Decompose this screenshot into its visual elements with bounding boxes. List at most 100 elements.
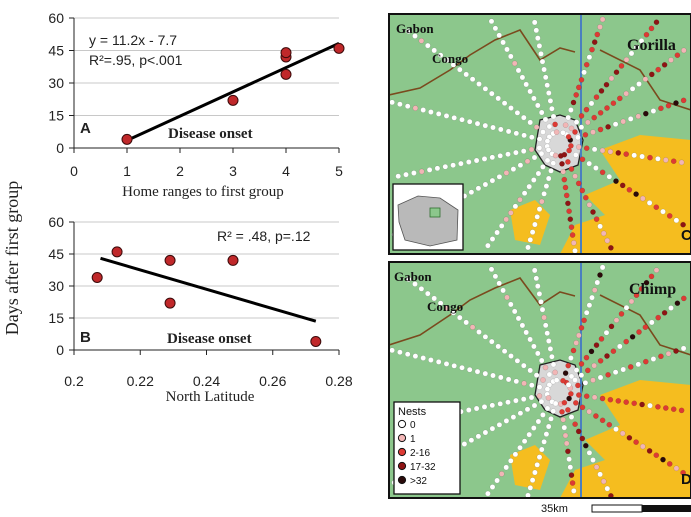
map-d-nest-dot (599, 395, 606, 402)
map-c-nest-dot (653, 19, 660, 26)
map-d-label-congo: Congo (427, 299, 463, 314)
map-d-nest-dot (527, 336, 533, 343)
map-c-nest-dot (548, 167, 554, 174)
map-c-nest-dot (586, 54, 593, 61)
map-c-nest-dot (497, 126, 504, 133)
map-c-nest-dot (583, 194, 589, 201)
map-c-nest-dot (578, 77, 585, 83)
map-d-nest-dot (615, 398, 622, 404)
map-c-nest-dot (488, 18, 495, 25)
map-c-nest-dot (525, 244, 531, 251)
map-c-nest-dot (673, 100, 679, 106)
map-panel-chimp: Gabon Congo Chimp D Nests 0 1 2-16 17-32 >32 (388, 261, 691, 499)
chart-a-xlabel: Home ranges to first group (122, 184, 284, 200)
map-c-nest-dot (565, 200, 571, 207)
map-d-nest-dot (619, 430, 626, 437)
map-d-nest-dot (420, 355, 427, 361)
map-c-nest-dot (511, 60, 518, 67)
map-c-nest-dot (631, 152, 638, 159)
map-c-nest-dot (633, 191, 639, 197)
map-d-nest-dot (608, 493, 614, 498)
map-c-nest-dot (536, 136, 543, 142)
map-c-nest-dot (666, 213, 673, 219)
map-d-nest-dot (680, 469, 686, 476)
map-c-nest-dot (411, 170, 417, 176)
map-c-nest-dot (590, 129, 596, 135)
chart-a-point (121, 133, 133, 145)
map-d-nest-dot (572, 377, 578, 383)
map-d-nest-dot (489, 425, 496, 432)
map-c-nest-dot (563, 192, 570, 199)
chart-a-xtick-label: 1 (123, 163, 131, 179)
map-d-nest-dot (528, 394, 535, 401)
map-c-nest-dot (597, 110, 604, 116)
map-c-nest-dot (515, 67, 522, 74)
map-d-nest-dot (524, 406, 531, 413)
map-c-nest-dot (606, 173, 613, 180)
map-d-nest-dot (476, 329, 482, 335)
map-c-nest-dot (626, 186, 633, 193)
map-d-nest-dot (658, 353, 664, 360)
map-c-nest-dot (615, 150, 622, 156)
chart-b-point (164, 254, 176, 266)
map-c-nest-dot (559, 160, 565, 167)
map-d-features (389, 262, 691, 498)
map-c-nest-dot (571, 240, 577, 246)
map-c-nest-dot (649, 71, 655, 78)
map-c-nest-dot (412, 33, 418, 39)
map-d-nest-dot (583, 309, 590, 316)
map-c-nest-dot (562, 184, 569, 191)
map-d-nest-dot (673, 348, 679, 354)
map-c-nest-dot (655, 66, 662, 73)
map-d-nest-dot (547, 346, 554, 352)
chart-b-ytick-label: 45 (48, 246, 64, 262)
map-c-nest-dot (593, 216, 600, 222)
map-d-nest-dot (515, 315, 522, 322)
map-c-nest-dot (529, 229, 536, 235)
map-c-nest-dot (568, 166, 575, 172)
map-c-nest-dot (583, 106, 590, 113)
map-d-nest-dot (552, 369, 558, 376)
map-d-nest-dot (496, 421, 503, 428)
map-d-nest-dot (643, 279, 650, 286)
map-c-nest-dot (395, 173, 402, 179)
map-c-nest-dot (450, 62, 457, 68)
map-d-nest-dot (535, 283, 541, 289)
map-c-nest-dot (617, 95, 623, 102)
map-d-nest-dot (639, 401, 645, 408)
map-d-nest-dot (608, 323, 615, 330)
map-d-nest-dot (578, 372, 585, 379)
map-c-nest-dot (473, 157, 480, 164)
map-d-nest-dot (578, 324, 585, 331)
map-d-nest-dot (566, 456, 572, 463)
map-c-nest-dot (681, 47, 687, 54)
map-c-nest-dot (567, 216, 574, 222)
chart-b-ytick-label: 15 (48, 310, 64, 326)
map-c-nest-dot (489, 236, 496, 242)
map-d-nest-dot (567, 464, 574, 471)
map-c-nest-dot (546, 123, 553, 130)
map-d-nest-dot (531, 402, 538, 409)
map-c-nest-dot (546, 133, 553, 140)
map-d-nest-dot (397, 349, 403, 356)
map-d-nest-dot (465, 407, 472, 413)
map-c-nest-dot (540, 164, 546, 170)
map-c-nest-dot (599, 169, 606, 176)
nests-legend-swatch (397, 475, 407, 485)
map-d-nest-dot (459, 364, 465, 371)
map-d-nest-dot (435, 359, 442, 365)
map-d-nest-dot (513, 378, 520, 385)
map-c-nest-dot (591, 146, 598, 153)
map-d-nest-dot (591, 362, 598, 369)
chart-a-panel-letter: A (80, 120, 91, 137)
map-d-nest-dot (527, 484, 534, 491)
map-c-nest-dot (544, 138, 551, 144)
chart-a-xtick-label: 5 (335, 163, 343, 179)
map-d-nest-dot (583, 393, 590, 400)
map-c-nest-dot (523, 81, 530, 88)
map-c-nest-dot (623, 56, 630, 63)
map-d-nest-dot (560, 377, 566, 384)
map-c-nest-dot (475, 185, 482, 192)
map-d-nest-dot (482, 429, 489, 436)
map-c-nest-dot (412, 105, 419, 111)
